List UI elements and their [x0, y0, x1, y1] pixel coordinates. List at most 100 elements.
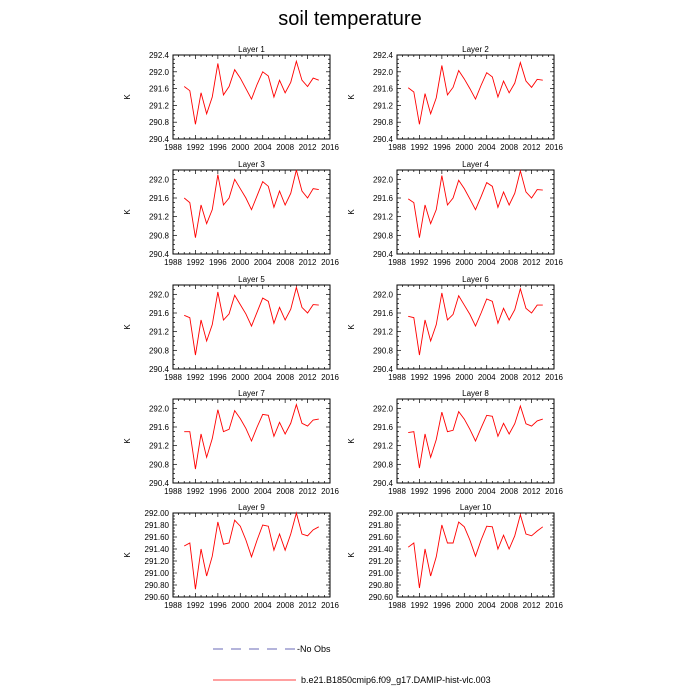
x-tick-label: 1988 [164, 601, 182, 610]
y-tick-label: 290.60 [369, 593, 394, 602]
y-axis-label: K [123, 438, 132, 444]
panel-title: Layer 5 [238, 275, 265, 284]
x-tick-label: 2008 [500, 258, 518, 267]
x-tick-label: 2000 [455, 601, 473, 610]
x-tick-label: 1988 [164, 373, 182, 382]
x-tick-label: 2016 [545, 601, 563, 610]
x-tick-label: 2008 [500, 373, 518, 382]
y-tick-label: 291.00 [369, 569, 394, 578]
x-tick-label: 2016 [545, 373, 563, 382]
x-tick-label: 2000 [455, 487, 473, 496]
panel-3: Layer 3 K 1988 1992 1996 2000 2004 2008 2012 2016… [123, 160, 339, 267]
x-tick-label: 1992 [187, 373, 205, 382]
panel-title: Layer 4 [462, 160, 489, 169]
page-title: soil temperature [278, 8, 422, 30]
x-tick-label: 1996 [209, 258, 227, 267]
y-tick-label: 292.00 [145, 509, 170, 518]
y-axis-label: K [347, 94, 356, 100]
y-axis-label: K [347, 324, 356, 330]
x-tick-label: 2004 [478, 143, 496, 152]
x-tick-label: 2004 [478, 487, 496, 496]
x-tick-label: 2008 [276, 143, 294, 152]
panel-title: Layer 3 [238, 160, 265, 169]
y-tick-label: 290.4 [149, 479, 170, 488]
y-tick-label: 291.2 [373, 213, 394, 222]
legend-label-model: b.e21.B1850cmip6.f09_g17.DAMIP-hist-vlc.… [301, 675, 491, 685]
y-tick-label: 291.2 [149, 442, 170, 451]
y-tick-label: 291.2 [149, 101, 170, 110]
series-line [407, 169, 543, 238]
y-tick-label: 292.0 [373, 404, 394, 413]
y-tick-label: 291.2 [373, 442, 394, 451]
x-tick-label: 1988 [164, 143, 182, 152]
x-tick-label: 1992 [411, 487, 429, 496]
y-tick-label: 290.4 [373, 479, 394, 488]
series-line [408, 404, 543, 469]
y-tick-label: 290.8 [149, 346, 170, 355]
x-tick-label: 1996 [433, 487, 451, 496]
x-tick-label: 2004 [254, 487, 272, 496]
y-tick-label: 290.8 [373, 460, 394, 469]
x-tick-label: 1992 [411, 601, 429, 610]
x-tick-label: 1988 [388, 143, 406, 152]
x-tick-label: 2008 [276, 601, 294, 610]
x-tick-label: 2004 [254, 601, 272, 610]
y-tick-label: 292.0 [373, 290, 394, 299]
y-tick-label: 290.80 [369, 581, 394, 590]
x-tick-label: 1992 [187, 258, 205, 267]
y-tick-label: 291.40 [369, 545, 394, 554]
y-tick-label: 292.00 [369, 509, 394, 518]
series-line [184, 285, 319, 356]
x-tick-label: 1992 [187, 601, 205, 610]
y-axis-label: K [347, 209, 356, 215]
y-tick-label: 291.60 [369, 533, 394, 542]
panel-5: Layer 5 K 1988 1992 1996 2000 2004 2008 2012 2016… [123, 275, 339, 382]
y-tick-label: 290.80 [145, 581, 170, 590]
y-tick-label: 291.6 [373, 194, 394, 203]
series-line [407, 513, 544, 589]
x-tick-label: 2004 [478, 601, 496, 610]
x-tick-label: 1996 [433, 258, 451, 267]
y-tick-label: 290.60 [145, 593, 170, 602]
x-tick-label: 1996 [433, 601, 451, 610]
x-tick-label: 2008 [276, 258, 294, 267]
panel-title: Layer 8 [462, 389, 489, 398]
x-tick-label: 2012 [523, 143, 541, 152]
panel-title: Layer 9 [238, 503, 265, 512]
panel-title: Layer 10 [460, 503, 492, 512]
y-tick-label: 290.4 [373, 365, 394, 374]
y-axis-label: K [123, 209, 132, 215]
x-tick-label: 1996 [433, 373, 451, 382]
x-tick-label: 2012 [299, 373, 317, 382]
x-tick-label: 2016 [321, 487, 339, 496]
x-tick-label: 2012 [523, 601, 541, 610]
y-tick-label: 290.4 [373, 250, 394, 259]
y-tick-label: 292.0 [373, 175, 394, 184]
x-tick-label: 2016 [321, 601, 339, 610]
x-tick-label: 2008 [500, 143, 518, 152]
panel-8: Layer 8 K 1988 1992 1996 2000 2004 2008 2012 2016… [347, 389, 563, 496]
series-line [407, 60, 543, 125]
y-tick-label: 290.8 [373, 231, 394, 240]
y-tick-label: 291.60 [145, 533, 170, 542]
panel-title: Layer 7 [238, 389, 265, 398]
y-tick-label: 292.0 [149, 175, 170, 184]
y-tick-label: 291.2 [149, 328, 170, 337]
y-tick-label: 291.2 [373, 101, 394, 110]
x-tick-label: 1988 [388, 258, 406, 267]
x-tick-label: 2000 [231, 487, 249, 496]
y-tick-label: 291.6 [373, 309, 394, 318]
x-tick-label: 2012 [299, 601, 317, 610]
x-tick-label: 2016 [321, 143, 339, 152]
y-tick-label: 291.6 [149, 194, 170, 203]
y-tick-label: 290.4 [373, 135, 394, 144]
y-tick-label: 291.2 [149, 213, 170, 222]
x-tick-label: 2012 [523, 487, 541, 496]
x-tick-label: 1988 [388, 373, 406, 382]
x-tick-label: 1992 [187, 487, 205, 496]
x-tick-label: 2000 [231, 143, 249, 152]
y-axis-label: K [123, 552, 132, 558]
x-tick-label: 2008 [276, 487, 294, 496]
plot-frame [172, 54, 331, 140]
